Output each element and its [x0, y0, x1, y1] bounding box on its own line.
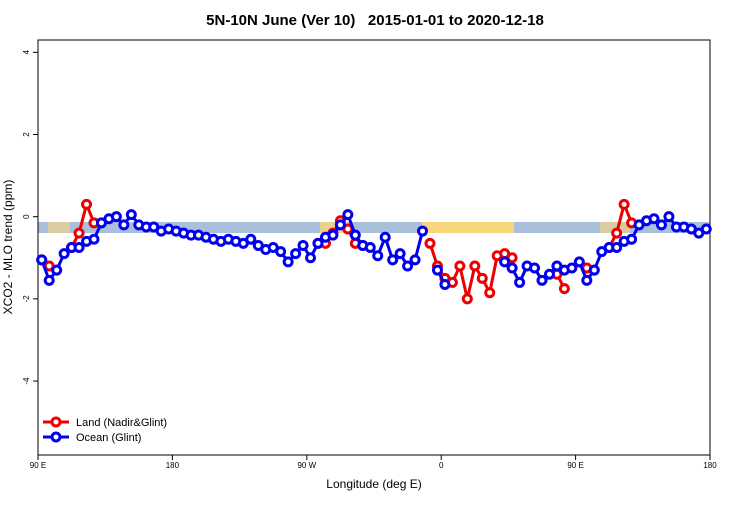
data-point [364, 242, 376, 253]
data-point [424, 237, 436, 249]
data-point [334, 219, 346, 231]
data-point [51, 264, 63, 276]
land-band [600, 222, 630, 233]
data-point [387, 254, 399, 266]
data-point [514, 276, 526, 288]
x-tick-label: 180 [703, 461, 717, 470]
data-point [81, 198, 93, 210]
legend-label: Land (Nadir&Glint) [76, 417, 167, 429]
data-point [573, 256, 585, 268]
data-point [282, 256, 294, 268]
data-point [312, 237, 324, 249]
land-band [48, 222, 70, 233]
data-point [536, 274, 548, 286]
chart-title: 5N-10N June (Ver 10) 2015-01-01 to 2020-… [206, 12, 544, 29]
plot-frame [37, 39, 711, 456]
data-point [611, 242, 623, 253]
legend: Land (Nadir&Glint) Ocean (Glint) [43, 416, 167, 444]
x-tick-label: 90 E [567, 461, 583, 470]
data-point [648, 213, 660, 225]
ocean-band [38, 222, 710, 233]
data-point [297, 239, 309, 251]
data-point [73, 242, 85, 253]
data-point [125, 209, 137, 221]
x-tick-label: 90 W [297, 461, 316, 470]
data-point [417, 225, 429, 237]
legend-label: Ocean (Glint) [76, 432, 141, 444]
y-tick-label: 0 [22, 214, 31, 219]
data-point [275, 246, 287, 258]
data-point [118, 219, 130, 231]
data-point [394, 248, 406, 260]
x-tick-label: 180 [166, 461, 180, 470]
data-point [476, 272, 488, 284]
land-band [422, 222, 514, 233]
data-point [663, 211, 675, 223]
legend-marker [50, 431, 62, 443]
series-line [607, 199, 633, 249]
data-point [409, 254, 421, 266]
data-point [499, 256, 511, 268]
data-point [581, 274, 593, 286]
y-tick-label: -4 [22, 377, 31, 385]
data-point [588, 264, 600, 276]
series-line [70, 199, 96, 249]
data-point [290, 248, 302, 260]
data-point [558, 283, 570, 295]
y-tick-label: 2 [22, 132, 31, 137]
data-point [506, 262, 518, 274]
data-point [379, 231, 391, 243]
data-point [529, 262, 541, 274]
data-point [73, 227, 85, 239]
y-tick-label: -2 [22, 295, 31, 303]
data-point [372, 250, 384, 262]
data-point [431, 264, 443, 276]
data-point [402, 260, 414, 272]
legend-marker [50, 416, 62, 428]
data-point [655, 219, 667, 231]
data-point [618, 198, 630, 210]
data-point [700, 223, 712, 235]
x-tick-label: 0 [439, 461, 444, 470]
y-axis-label: XCO2 - MLO trend (ppm) [1, 180, 15, 315]
data-point [342, 209, 354, 221]
x-tick-label: 90 E [30, 461, 46, 470]
series [36, 209, 712, 290]
data-point [461, 293, 473, 305]
data-point [566, 262, 578, 274]
data-point [543, 268, 555, 280]
data-point [58, 248, 70, 260]
data-point [454, 260, 466, 272]
data-point [349, 229, 361, 241]
data-point [43, 274, 55, 286]
data-point [327, 229, 339, 241]
data-point [439, 278, 451, 290]
y-tick-label: 4 [22, 50, 31, 55]
data-point [36, 254, 48, 266]
data-point [245, 233, 257, 245]
data-point [484, 287, 496, 299]
data-point [110, 211, 122, 223]
data-point [469, 260, 481, 272]
data-point [611, 227, 623, 239]
data-point [88, 233, 100, 245]
data-point [626, 233, 638, 245]
x-axis-label: Longitude (deg E) [326, 477, 421, 491]
data-point [305, 252, 317, 264]
